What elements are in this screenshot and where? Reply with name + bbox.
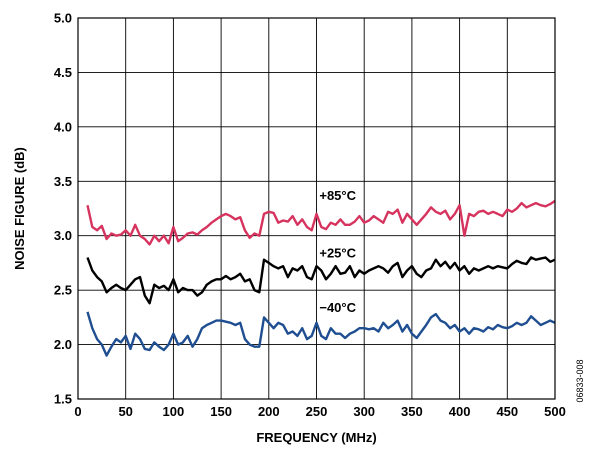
series-labels: +85°C +25°C −40°C [319,188,356,315]
x-tick-label: 300 [353,404,375,419]
x-axis-label: FREQUENCY (MHz) [256,430,376,445]
x-tick-label: 0 [74,404,81,419]
series-label: +85°C [319,188,356,203]
x-tick-label: 350 [401,404,423,419]
y-tick-label: 5.0 [54,11,72,26]
y-tick-label: 4.0 [54,119,72,134]
x-tick-label: 450 [496,404,518,419]
y-axis-label: NOISE FIGURE (dB) [12,147,27,270]
series-line-1 [86,256,556,305]
plot-frame [77,17,556,400]
y-tick-label: 2.5 [54,283,72,298]
grid-lines [77,17,556,400]
y-tick-label: 2.0 [54,337,72,352]
x-tick-label: 250 [306,404,328,419]
y-tick-label: 3.5 [54,174,72,189]
series-lines [86,199,556,357]
x-tick-label: 500 [544,404,566,419]
series-label: +25°C [319,245,356,260]
series-label: −40°C [319,300,356,315]
series-line-0 [86,199,556,246]
x-tick-label: 50 [118,404,132,419]
y-tick-label: 1.5 [54,392,72,407]
x-tick-label: 100 [163,404,185,419]
figure-code: 06833-008 [575,359,585,402]
x-tick-label: 400 [449,404,471,419]
x-tick-label: 200 [258,404,280,419]
x-tick-labels: 0 50 100 150 200 250 300 350 400 450 500 [74,404,565,419]
x-tick-label: 150 [210,404,232,419]
series-line-2 [86,311,556,357]
y-tick-label: 4.5 [54,65,72,80]
y-tick-labels: 1.5 2.0 2.5 3.0 3.5 4.0 4.5 5.0 [54,11,72,407]
y-tick-label: 3.0 [54,228,72,243]
